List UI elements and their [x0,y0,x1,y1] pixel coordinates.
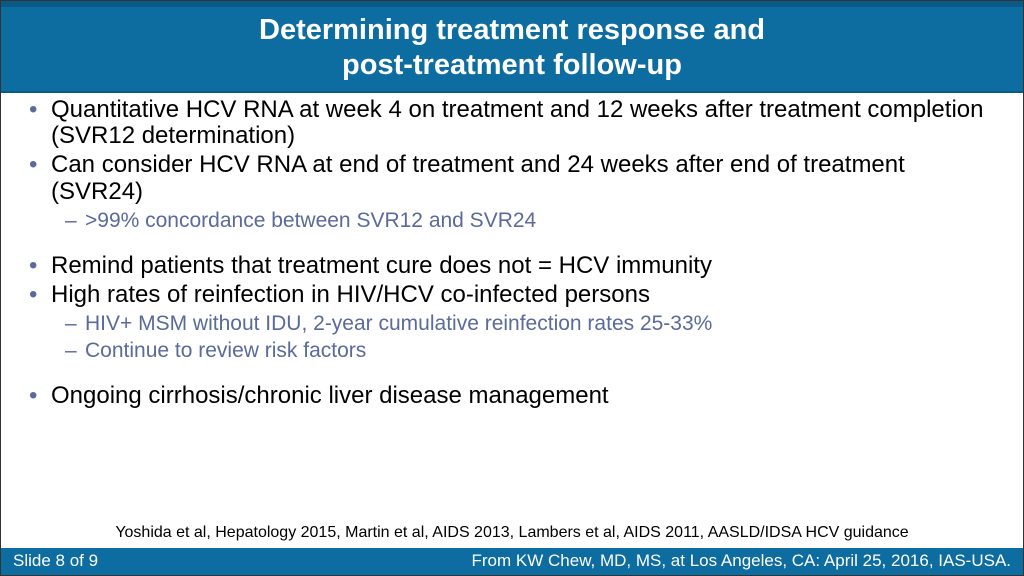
slide-footer: Slide 8 of 9 From KW Chew, MD, MS, at Lo… [1,548,1023,575]
slide-title: Determining treatment response and post-… [1,1,1023,93]
slide: Determining treatment response and post-… [0,0,1024,576]
title-line-1: Determining treatment response and [259,14,765,46]
sub-bullet-item: HIV+ MSM without IDU, 2-year cumulative … [51,311,1003,336]
slide-body: Quantitative HCV RNA at week 4 on treatm… [1,93,1023,520]
bullet-item: High rates of reinfection in HIV/HCV co-… [21,282,1003,363]
sub-bullet-item: Continue to review risk factors [51,338,1003,363]
bullet-text: Can consider HCV RNA at end of treatment… [51,151,905,205]
bullet-text: Ongoing cirrhosis/chronic liver disease … [51,382,609,409]
bullet-item: Ongoing cirrhosis/chronic liver disease … [21,383,1003,410]
title-line-2: post-treatment follow-up [342,49,682,81]
spacer [21,235,1003,253]
bullet-text: Remind patients that treatment cure does… [51,252,712,279]
bullet-item: Can consider HCV RNA at end of treatment… [21,152,1003,233]
citation-line: Yoshida et al, Hepatology 2015, Martin e… [1,520,1023,548]
bullet-item: Quantitative HCV RNA at week 4 on treatm… [21,97,1003,151]
bullet-text: High rates of reinfection in HIV/HCV co-… [51,281,650,308]
spacer [21,365,1003,383]
footer-attribution: From KW Chew, MD, MS, at Los Angeles, CA… [472,551,1011,571]
footer-slide-number: Slide 8 of 9 [13,551,98,571]
bullet-text: Quantitative HCV RNA at week 4 on treatm… [51,96,983,150]
sub-bullet-item: >99% concordance between SVR12 and SVR24 [51,208,1003,233]
bullet-item: Remind patients that treatment cure does… [21,253,1003,280]
